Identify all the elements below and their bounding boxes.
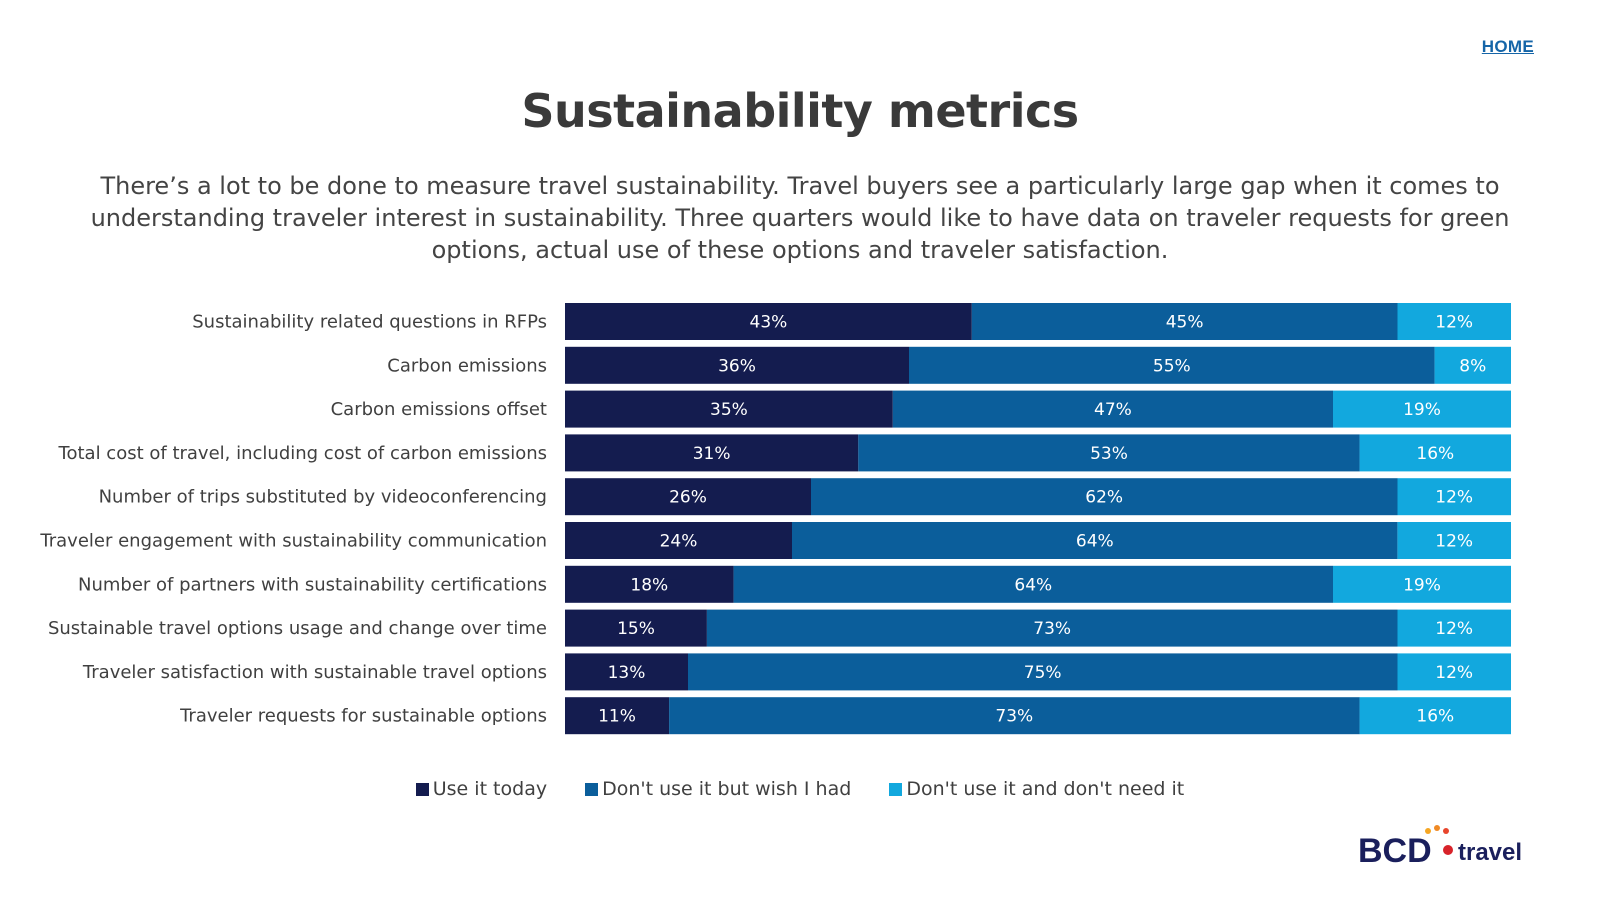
category-label: Total cost of travel, including cost of … [58, 443, 547, 464]
bar-segment [1434, 346, 1511, 384]
chart-legend: Use it today Don't use it but wish I had… [0, 778, 1600, 800]
bar-segment [892, 390, 1333, 428]
data-label: 8% [1459, 356, 1486, 376]
bcd-travel-logo: BCD travel [1358, 825, 1522, 870]
category-label: Number of partners with sustainability c… [78, 574, 547, 595]
data-label: 18% [630, 575, 668, 595]
legend-swatch-use-today [415, 782, 429, 796]
category-label: Carbon emissions offset [331, 399, 547, 420]
data-label: 55% [1153, 356, 1191, 376]
data-label: 16% [1416, 707, 1454, 727]
bar-segment [1359, 434, 1511, 472]
bar-segment [669, 697, 1360, 735]
bar-segment [858, 434, 1360, 472]
data-label: 35% [710, 400, 748, 420]
legend-swatch-wish-had [585, 782, 599, 796]
bar-segment [1397, 653, 1511, 691]
data-label: 45% [1166, 313, 1204, 333]
bar-segment [706, 609, 1398, 647]
data-label: 12% [1435, 663, 1473, 683]
category-label: Traveler satisfaction with sustainable t… [82, 662, 547, 683]
data-label: 73% [1033, 619, 1071, 639]
bar-segment [565, 390, 893, 428]
bar-segment [1397, 478, 1511, 516]
bar-segment [1333, 565, 1511, 603]
legend-swatch-dont-need [889, 782, 903, 796]
legend-label-dont-need: Don't use it and don't need it [906, 778, 1185, 800]
bar-segment [565, 653, 688, 691]
legend-label-wish-had: Don't use it but wish I had [602, 778, 852, 800]
bar-segment [1397, 522, 1511, 559]
bar-segment [565, 478, 811, 516]
home-link[interactable]: HOME [1481, 37, 1534, 56]
legend-item-wish-had: Don't use it but wish I had [585, 778, 851, 800]
bar-segment [565, 346, 909, 384]
legend-item-dont-need: Don't use it and don't need it [889, 778, 1184, 800]
logo-text-travel: travel [1458, 839, 1522, 866]
logo-text-bcd: BCD [1358, 832, 1432, 870]
bar-segment [565, 609, 707, 647]
data-label: 16% [1416, 444, 1454, 464]
bar-segment [909, 346, 1435, 384]
category-label: Traveler engagement with sustainability … [39, 531, 547, 552]
data-label: 31% [693, 444, 731, 464]
data-label: 12% [1435, 532, 1473, 552]
category-label: Number of trips substituted by videoconf… [99, 487, 547, 508]
bar-segment [811, 478, 1398, 516]
bar-segment [1333, 390, 1511, 428]
data-label: 75% [1024, 663, 1062, 683]
bar-segment [565, 434, 859, 472]
category-label: Carbon emissions [387, 355, 547, 376]
data-label: 12% [1435, 313, 1473, 333]
category-label: Traveler requests for sustainable option… [179, 706, 547, 727]
stacked-bar-chart: Sustainability related questions in RFPs… [39, 303, 1511, 735]
data-label: 64% [1014, 575, 1052, 595]
data-label: 26% [669, 488, 707, 508]
data-label: 12% [1435, 488, 1473, 508]
bar-segment [565, 697, 670, 735]
data-label: 24% [660, 532, 698, 552]
bar-segment [565, 565, 734, 603]
bar-segment [1397, 303, 1511, 340]
bar-segment [1359, 697, 1511, 735]
bar-segment [688, 653, 1398, 691]
bar-segment [565, 522, 792, 559]
bar-segment [565, 303, 972, 340]
data-label: 11% [598, 707, 636, 727]
data-label: 12% [1435, 619, 1473, 639]
legend-item-use-today: Use it today [415, 778, 548, 800]
data-label: 64% [1076, 532, 1114, 552]
data-label: 73% [995, 707, 1033, 727]
legend-label-use-today: Use it today [432, 778, 548, 800]
data-label: 43% [750, 313, 788, 333]
data-label: 36% [718, 356, 756, 376]
bar-segment [1397, 609, 1511, 647]
page-subtitle: There’s a lot to be done to measure trav… [90, 172, 1510, 264]
category-label: Sustainable travel options usage and cha… [48, 618, 547, 639]
data-label: 19% [1403, 400, 1441, 420]
bar-segment [792, 522, 1398, 559]
data-label: 19% [1403, 575, 1441, 595]
data-label: 47% [1094, 400, 1132, 420]
bar-segment [971, 303, 1398, 340]
data-label: 13% [608, 663, 646, 683]
data-label: 15% [617, 619, 655, 639]
category-label: Sustainability related questions in RFPs [192, 312, 547, 333]
bar-segment [733, 565, 1333, 603]
data-label: 62% [1085, 488, 1123, 508]
page-title: Sustainability metrics [521, 84, 1079, 138]
data-label: 53% [1090, 444, 1128, 464]
